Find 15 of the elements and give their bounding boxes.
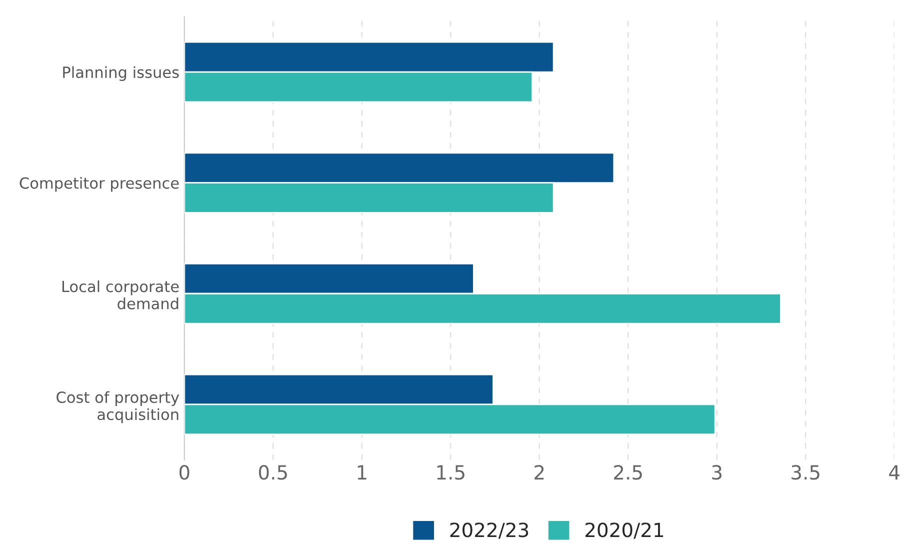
x-tick-label: 2.5 — [614, 465, 642, 480]
x-tick-label: 0.5 — [258, 465, 287, 480]
x-tick-label: 3 — [712, 465, 722, 480]
x-tick-label: 1.5 — [437, 465, 464, 480]
x-tick-label: 4 — [889, 465, 900, 480]
x-tick-label: 0 — [179, 465, 190, 480]
legend-label: 2020/21 — [586, 522, 664, 539]
y-tick-label: Cost of property acquisition — [56, 391, 180, 424]
y-tick-label: Local corporate demand — [62, 280, 179, 310]
x-tick-label: 2 — [534, 465, 544, 480]
y-tick-label: Planning issues — [63, 66, 179, 81]
y-tick-label: Competitor presence — [20, 177, 179, 192]
x-tick-label: 3.5 — [792, 465, 820, 480]
legend-label: 2022/23 — [450, 522, 528, 539]
x-tick-label: 1 — [358, 465, 366, 480]
